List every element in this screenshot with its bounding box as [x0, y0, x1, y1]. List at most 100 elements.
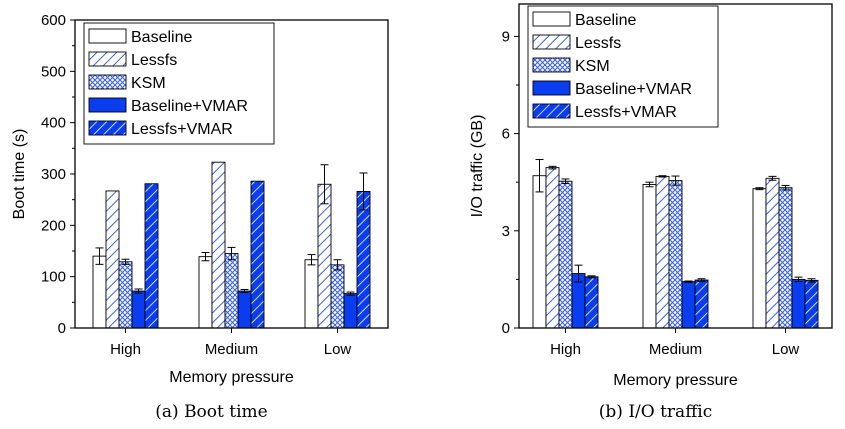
error-bar-lessfs-vmar-high: [587, 275, 596, 279]
error-bar-baseline-low: [755, 187, 764, 191]
error-bar-lessfs-low: [320, 164, 329, 205]
boot-time-x-axis-label: Memory pressure: [169, 369, 294, 386]
error-bar-lessfs-vmar-low: [807, 278, 816, 283]
bar-lessfs-vmar-medium: [250, 180, 265, 329]
error-bar-lessfs-medium: [658, 175, 667, 178]
error-bar-baseline-vmar-high: [574, 264, 583, 283]
legend-label-ksm: KSM: [131, 75, 166, 92]
bar-lessfs-vmar-low: [356, 191, 371, 329]
legend-label-lessfs: Lessfs: [575, 35, 621, 52]
legend-label-baseline-vmar: Baseline+VMAR: [131, 98, 248, 115]
error-bar-ksm-low: [333, 259, 342, 271]
bar-ksm-low: [778, 187, 793, 329]
y-tick-label: 100: [41, 269, 66, 286]
bar-baseline-low: [752, 188, 767, 329]
error-bar-baseline-medium: [645, 181, 654, 188]
bar-baseline-high: [92, 255, 107, 329]
error-bar-ksm-low: [781, 184, 790, 191]
y-tick-label: 600: [41, 12, 66, 29]
x-tick-label-medium: Medium: [205, 341, 258, 358]
legend-swatch-ksm: [532, 57, 571, 73]
error-bar-baseline-vmar-low: [794, 276, 803, 283]
bar-lessfs-vmar-high: [584, 276, 599, 329]
error-bar-ksm-high: [121, 258, 130, 265]
boot-time-y-axis-label: Boot time (s): [11, 129, 28, 220]
x-tick-label-medium: Medium: [649, 341, 702, 358]
boot-time-bars: [92, 161, 371, 329]
y-tick-label: 500: [41, 63, 66, 80]
bar-baseline-vmar-medium: [237, 290, 252, 329]
bar-baseline-vmar-high: [131, 290, 146, 329]
bar-ksm-medium: [224, 253, 239, 329]
legend-label-ksm: KSM: [575, 58, 610, 75]
legend-swatch-baseline: [532, 11, 571, 27]
y-tick-label: 6: [502, 126, 510, 143]
bar-lessfs-medium: [655, 175, 670, 329]
boot-time-y-ticks: 0 100 200 300 400 500 600: [41, 12, 75, 337]
bar-lessfs-low: [765, 177, 780, 329]
x-tick-label-high: High: [110, 341, 141, 358]
legend-swatch-lessfs-vmar: [88, 120, 127, 136]
legend-label-baseline: Baseline: [131, 29, 192, 46]
bar-ksm-high: [558, 180, 573, 329]
bar-baseline-vmar-medium: [681, 281, 696, 329]
bar-lessfs-vmar-medium: [694, 279, 709, 329]
bar-lessfs-high: [105, 190, 120, 329]
io-traffic-caption: (b) I/O traffic: [599, 402, 712, 422]
error-bar-lessfs-vmar-low: [359, 172, 368, 211]
error-bar-lessfs-low: [768, 175, 777, 181]
bar-baseline-medium: [642, 184, 657, 329]
y-tick-label: 300: [41, 166, 66, 183]
bar-ksm-low: [330, 264, 345, 329]
legend-swatch-baseline: [88, 28, 127, 44]
legend-swatch-lessfs: [88, 51, 127, 67]
error-bar-baseline-medium: [201, 252, 210, 262]
io-traffic-y-axis-label: I/O traffic (GB): [469, 115, 486, 218]
io-traffic-x-axis-label: Memory pressure: [613, 372, 738, 389]
legend-label-lessfs-vmar: Lessfs+VMAR: [131, 121, 233, 138]
y-tick-label: 0: [58, 320, 66, 337]
bar-baseline-medium: [198, 256, 213, 329]
error-bar-baseline-high: [95, 247, 104, 265]
io-traffic-x-ticks: High Medium Low: [550, 328, 799, 358]
bar-ksm-medium: [668, 180, 683, 329]
error-bar-baseline-vmar-low: [346, 291, 355, 296]
legend-swatch-ksm: [88, 74, 127, 90]
error-bar-ksm-medium: [227, 246, 236, 261]
io-traffic-y-ticks: 0 3 6 9: [502, 28, 519, 337]
legend-swatch-lessfs: [532, 34, 571, 50]
legend-swatch-baseline-vmar: [532, 80, 571, 96]
bar-lessfs-low: [317, 183, 332, 329]
y-tick-label: 3: [502, 223, 510, 240]
error-bar-baseline-high: [535, 159, 544, 193]
bar-baseline-vmar-low: [343, 293, 358, 329]
error-bar-baseline-vmar-high: [134, 288, 143, 294]
bar-lessfs-medium: [211, 161, 226, 329]
bar-lessfs-vmar-high: [144, 183, 159, 329]
x-tick-label-low: Low: [772, 341, 800, 358]
legend-label-lessfs: Lessfs: [131, 52, 177, 69]
error-bar-baseline-low: [307, 254, 316, 266]
legend-swatch-baseline-vmar: [88, 97, 127, 113]
x-tick-label-low: Low: [324, 341, 352, 358]
bar-baseline-vmar-low: [791, 278, 806, 329]
y-tick-label: 0: [502, 320, 510, 337]
boot-time-caption: (a) Boot time: [155, 402, 267, 422]
legend-swatch-lessfs-vmar: [532, 103, 571, 119]
x-tick-label-high: High: [550, 341, 581, 358]
error-bar-lessfs-vmar-medium: [697, 278, 706, 282]
error-bar-ksm-medium: [671, 175, 680, 186]
error-bar-ksm-high: [561, 178, 570, 184]
bar-lessfs-vmar-low: [804, 279, 819, 329]
bar-lessfs-high: [545, 167, 560, 329]
io-traffic-bars: [532, 159, 819, 329]
legend-label-lessfs-vmar: Lessfs+VMAR: [575, 104, 677, 121]
bar-ksm-high: [118, 261, 133, 329]
legend-label-baseline: Baseline: [575, 12, 636, 29]
boot-time-legend: Baseline Lessfs KSM Baseline+VMAR Lessfs+VMA…: [83, 22, 275, 145]
error-bar-lessfs-high: [548, 165, 557, 170]
boot-time-chart: 0 100 200 300 400 500 600 High Medium Low Baseli…: [11, 12, 389, 422]
y-tick-label: 400: [41, 115, 66, 132]
